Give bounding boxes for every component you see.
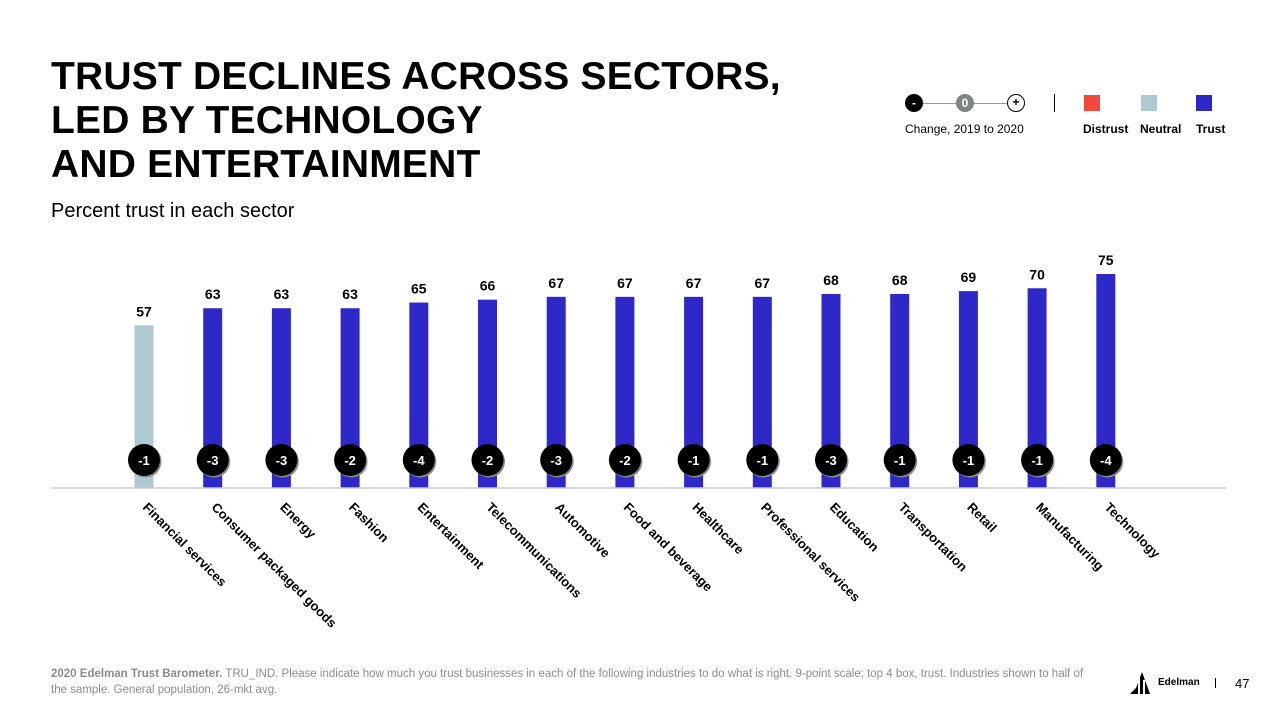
title-line-3: AND ENTERTAINMENT bbox=[51, 143, 481, 186]
change-label-0: -1 bbox=[138, 453, 150, 468]
change-marker-0 bbox=[128, 444, 160, 476]
change-label-2: -3 bbox=[276, 453, 288, 468]
change-marker-14 bbox=[1089, 444, 1122, 476]
change-marker-12 bbox=[952, 444, 985, 476]
value-label-13: 70 bbox=[1029, 266, 1045, 282]
change-marker-4 bbox=[402, 444, 435, 476]
title-line-2: LED BY TECHNOLOGY bbox=[51, 99, 483, 142]
change-label-11: -1 bbox=[894, 453, 906, 468]
value-label-11: 68 bbox=[892, 272, 908, 288]
category-label-6: Automotive bbox=[552, 500, 613, 561]
category-label-11: Transportation bbox=[896, 500, 971, 575]
trust-legend: Distrust Neutral Trust bbox=[1080, 95, 1240, 139]
category-label-8: Healthcare bbox=[689, 500, 747, 558]
change-label-8: -1 bbox=[688, 453, 700, 468]
value-label-0: 57 bbox=[136, 303, 152, 319]
bar-7 bbox=[615, 296, 635, 488]
value-label-3: 63 bbox=[342, 286, 358, 302]
change-label-6: -3 bbox=[550, 453, 562, 468]
change-marker-10 bbox=[815, 444, 847, 476]
change-marker-5 bbox=[471, 444, 504, 476]
change-label-13: -1 bbox=[1031, 453, 1043, 468]
value-label-10: 68 bbox=[823, 272, 839, 288]
chart-subtitle: Percent trust in each sector bbox=[51, 200, 295, 222]
change-label-5: -2 bbox=[482, 453, 494, 468]
change-marker-11 bbox=[883, 444, 916, 476]
category-label-14: Technology bbox=[1102, 500, 1164, 562]
bar-14 bbox=[1096, 274, 1116, 488]
category-label-1: Consumer packaged goods bbox=[209, 500, 340, 631]
category-label-3: Fashion bbox=[346, 500, 392, 546]
neutral-label: Neutral bbox=[1140, 122, 1182, 136]
value-label-9: 67 bbox=[755, 275, 771, 291]
change-label-4: -4 bbox=[413, 453, 425, 468]
change-marker-2 bbox=[265, 444, 298, 476]
change-legend: - 0 + Change, 2019 to 2020 bbox=[900, 92, 1035, 136]
change-marker-6 bbox=[540, 444, 573, 476]
page-title: TRUST DECLINES ACROSS SECTORS, LED BY TE… bbox=[51, 55, 781, 187]
value-label-8: 67 bbox=[686, 275, 702, 291]
change-negative-marker: - bbox=[905, 94, 923, 112]
category-label-2: Energy bbox=[277, 500, 319, 542]
change-label-9: -1 bbox=[757, 453, 769, 468]
value-label-5: 66 bbox=[480, 278, 496, 294]
bar-5 bbox=[478, 299, 497, 488]
value-label-4: 65 bbox=[411, 281, 427, 297]
bar-10 bbox=[821, 293, 841, 488]
change-label-12: -1 bbox=[963, 453, 975, 468]
title-line-1: TRUST DECLINES ACROSS SECTORS, bbox=[51, 55, 781, 98]
bar-4 bbox=[409, 302, 429, 488]
bar-3 bbox=[340, 308, 360, 488]
value-label-12: 69 bbox=[961, 269, 977, 285]
value-label-6: 67 bbox=[548, 275, 564, 291]
change-label-1: -3 bbox=[207, 453, 219, 468]
change-marker-9 bbox=[746, 444, 779, 476]
trust-label: Trust bbox=[1196, 122, 1226, 136]
change-marker-13 bbox=[1021, 444, 1054, 476]
source-text: TRU_IND. Please indicate how much you tr… bbox=[51, 668, 1084, 696]
value-label-1: 63 bbox=[205, 286, 221, 302]
change-label-10: -3 bbox=[825, 453, 837, 468]
change-label-14: -4 bbox=[1100, 453, 1112, 468]
brand-name: Edelman bbox=[1158, 677, 1200, 688]
value-label-14: 75 bbox=[1098, 252, 1114, 268]
bar-12 bbox=[958, 291, 978, 488]
value-label-2: 63 bbox=[274, 286, 290, 302]
distrust-label: Distrust bbox=[1083, 122, 1129, 136]
distrust-swatch bbox=[1084, 95, 1100, 111]
source-title: 2020 Edelman Trust Barometer. bbox=[51, 668, 223, 680]
page-number: 47 bbox=[1235, 676, 1250, 691]
bar-13 bbox=[1027, 288, 1047, 488]
trust-swatch bbox=[1196, 95, 1212, 111]
bar-6 bbox=[546, 296, 566, 488]
bar-2 bbox=[271, 308, 291, 488]
change-legend-label: Change, 2019 to 2020 bbox=[905, 122, 1024, 136]
page-divider bbox=[1215, 678, 1216, 688]
change-positive-marker: + bbox=[1007, 94, 1025, 112]
neutral-swatch bbox=[1141, 95, 1157, 111]
edelman-logo-icon bbox=[1130, 672, 1150, 694]
change-zero-marker: 0 bbox=[956, 94, 974, 112]
legend-divider bbox=[1054, 94, 1055, 112]
bar-1 bbox=[203, 308, 223, 488]
change-marker-8 bbox=[677, 444, 710, 476]
change-marker-7 bbox=[608, 444, 641, 476]
source-footnote: 2020 Edelman Trust Barometer. TRU_IND. P… bbox=[51, 666, 1091, 698]
change-marker-1 bbox=[196, 444, 229, 476]
change-label-3: -2 bbox=[344, 453, 356, 468]
category-label-4: Entertainment bbox=[415, 500, 488, 573]
bar-9 bbox=[752, 296, 772, 488]
category-label-10: Education bbox=[827, 500, 882, 555]
change-marker-3 bbox=[334, 444, 367, 476]
bar-8 bbox=[684, 296, 704, 488]
category-label-13: Manufacturing bbox=[1033, 500, 1107, 574]
value-label-7: 67 bbox=[617, 275, 633, 291]
change-label-7: -2 bbox=[619, 453, 631, 468]
category-label-12: Retail bbox=[964, 500, 1000, 536]
bar-11 bbox=[890, 293, 910, 488]
